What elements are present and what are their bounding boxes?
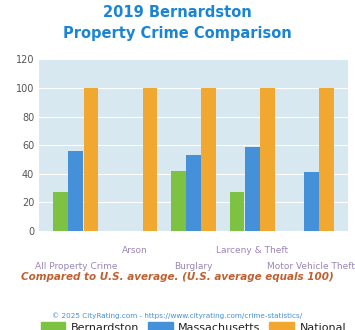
Text: Burglary: Burglary	[174, 262, 213, 271]
Text: © 2025 CityRating.com - https://www.cityrating.com/crime-statistics/: © 2025 CityRating.com - https://www.city…	[53, 312, 302, 318]
Bar	[319, 88, 334, 231]
Legend: Bernardston, Massachusetts, National: Bernardston, Massachusetts, National	[37, 317, 350, 330]
Text: Property Crime Comparison: Property Crime Comparison	[63, 26, 292, 41]
Text: All Property Crime: All Property Crime	[34, 262, 117, 271]
Bar	[84, 88, 98, 231]
Text: Arson: Arson	[122, 246, 147, 255]
Bar	[245, 147, 260, 231]
Bar	[260, 88, 275, 231]
Bar	[186, 155, 201, 231]
Bar	[230, 192, 244, 231]
Bar	[171, 171, 186, 231]
Bar	[53, 192, 68, 231]
Text: Compared to U.S. average. (U.S. average equals 100): Compared to U.S. average. (U.S. average …	[21, 272, 334, 282]
Bar	[201, 88, 216, 231]
Bar	[69, 151, 83, 231]
Bar	[304, 172, 318, 231]
Bar	[143, 88, 157, 231]
Text: Motor Vehicle Theft: Motor Vehicle Theft	[267, 262, 355, 271]
Text: Larceny & Theft: Larceny & Theft	[216, 246, 288, 255]
Text: 2019 Bernardston: 2019 Bernardston	[103, 5, 252, 20]
